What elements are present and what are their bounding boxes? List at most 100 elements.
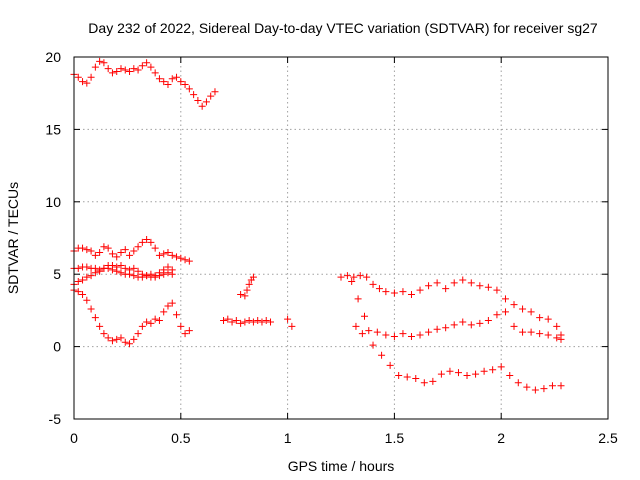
data-point xyxy=(544,331,552,339)
data-point xyxy=(164,81,172,89)
data-point xyxy=(108,337,116,345)
data-point xyxy=(151,272,159,280)
data-point xyxy=(87,272,95,280)
data-point xyxy=(87,73,95,81)
data-point xyxy=(557,335,565,343)
data-point xyxy=(375,285,383,293)
series-upper xyxy=(70,235,193,265)
data-point xyxy=(138,62,146,70)
data-point xyxy=(365,327,373,335)
data-point xyxy=(544,315,552,323)
x-tick-label: 0 xyxy=(70,430,78,446)
data-point xyxy=(519,305,527,313)
data-point xyxy=(83,79,91,87)
data-point xyxy=(190,91,198,99)
data-point xyxy=(121,264,129,272)
data-point xyxy=(237,290,245,298)
data-point xyxy=(433,325,441,333)
data-point xyxy=(177,254,185,262)
axis-ticks xyxy=(73,56,609,420)
data-point xyxy=(160,308,168,316)
data-point xyxy=(160,266,168,274)
data-point xyxy=(360,312,368,320)
data-point xyxy=(74,73,82,81)
data-point xyxy=(79,244,87,252)
data-point xyxy=(249,273,257,281)
plot-frame xyxy=(73,56,609,420)
data-point xyxy=(185,327,193,335)
data-point xyxy=(181,330,189,338)
series-isolated xyxy=(220,273,296,330)
data-point xyxy=(96,57,104,65)
data-point xyxy=(425,328,433,336)
x-tick-label: 1.5 xyxy=(385,430,405,446)
data-point xyxy=(416,286,424,294)
data-point xyxy=(121,338,129,346)
y-tick-label: 10 xyxy=(45,194,61,210)
data-point xyxy=(437,370,445,378)
data-point xyxy=(104,334,112,342)
data-point xyxy=(254,317,262,325)
data-point xyxy=(267,318,275,326)
data-point xyxy=(117,262,125,270)
y-tick-label: 5 xyxy=(53,266,61,282)
data-point xyxy=(155,269,163,277)
data-point xyxy=(480,367,488,375)
data-point xyxy=(262,317,270,325)
data-point xyxy=(194,96,202,104)
data-point xyxy=(168,75,176,83)
data-point xyxy=(177,322,185,330)
data-point xyxy=(442,324,450,332)
data-point xyxy=(454,369,462,377)
data-point xyxy=(130,65,138,73)
data-point xyxy=(121,66,129,74)
data-point xyxy=(442,285,450,293)
data-point xyxy=(284,315,292,323)
data-point xyxy=(87,247,95,255)
y-tick-label: 15 xyxy=(45,121,61,137)
data-point xyxy=(108,69,116,77)
data-point xyxy=(356,272,364,280)
data-point xyxy=(557,382,565,390)
data-point xyxy=(104,244,112,252)
data-point xyxy=(168,251,176,259)
data-point xyxy=(510,301,518,309)
data-point xyxy=(484,317,492,325)
data-point xyxy=(117,269,125,277)
data-point xyxy=(450,279,458,287)
series-lower xyxy=(70,286,193,348)
data-point xyxy=(450,321,458,329)
data-point xyxy=(343,272,351,280)
data-point xyxy=(198,102,206,110)
data-point xyxy=(540,385,548,393)
data-point xyxy=(510,322,518,330)
data-point xyxy=(91,63,99,71)
data-point xyxy=(96,322,104,330)
data-point xyxy=(241,318,249,326)
data-point xyxy=(83,296,91,304)
data-point xyxy=(134,330,142,338)
data-point xyxy=(245,317,253,325)
data-point xyxy=(228,318,236,326)
data-point xyxy=(185,85,193,93)
data-point xyxy=(147,319,155,327)
data-point xyxy=(548,382,556,390)
data-point xyxy=(96,267,104,275)
data-point xyxy=(350,273,358,281)
data-point xyxy=(113,335,121,343)
data-point xyxy=(79,78,87,86)
data-point xyxy=(373,328,381,336)
data-point xyxy=(100,330,108,338)
data-point xyxy=(143,318,151,326)
data-point xyxy=(87,305,95,313)
data-point xyxy=(117,334,125,342)
data-point xyxy=(160,78,168,86)
data-point xyxy=(390,332,398,340)
series-top xyxy=(70,57,219,110)
data-point xyxy=(117,65,125,73)
data-point xyxy=(147,238,155,246)
data-point xyxy=(390,289,398,297)
data-point xyxy=(126,251,134,259)
data-point xyxy=(143,235,151,243)
data-point xyxy=(497,363,505,371)
